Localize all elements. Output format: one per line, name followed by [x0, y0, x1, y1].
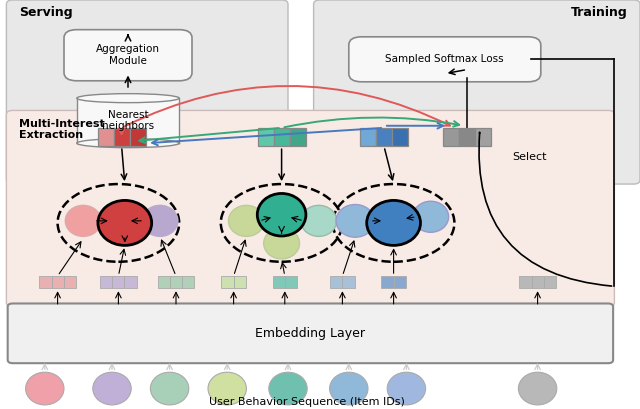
Ellipse shape	[93, 372, 131, 405]
Bar	[330, 276, 342, 288]
Text: Select: Select	[512, 153, 547, 162]
Bar	[273, 276, 285, 288]
Bar	[520, 276, 531, 288]
Bar	[342, 276, 355, 288]
Text: Serving: Serving	[19, 6, 73, 19]
Bar	[460, 128, 476, 146]
Text: Embedding Layer: Embedding Layer	[255, 327, 365, 340]
Bar	[274, 128, 290, 146]
Ellipse shape	[208, 372, 246, 405]
Bar	[130, 128, 146, 146]
Bar	[476, 128, 492, 146]
Bar	[113, 276, 124, 288]
Bar	[170, 276, 182, 288]
Bar	[114, 128, 129, 146]
Bar	[97, 128, 114, 146]
Ellipse shape	[301, 205, 337, 236]
Ellipse shape	[98, 200, 152, 245]
Text: Multi-Interest
Extraction: Multi-Interest Extraction	[19, 119, 105, 140]
FancyBboxPatch shape	[64, 30, 192, 81]
Bar	[257, 128, 274, 146]
Bar	[376, 128, 392, 146]
Bar	[64, 276, 76, 288]
Ellipse shape	[150, 372, 189, 405]
Bar	[234, 276, 246, 288]
Bar	[124, 276, 137, 288]
Ellipse shape	[77, 139, 179, 148]
FancyBboxPatch shape	[349, 37, 541, 82]
Bar	[40, 276, 52, 288]
Ellipse shape	[264, 228, 300, 259]
Bar	[52, 276, 64, 288]
FancyArrowPatch shape	[479, 133, 612, 286]
Bar	[289, 128, 306, 146]
Bar	[221, 276, 234, 288]
Ellipse shape	[228, 205, 264, 236]
Bar	[531, 276, 543, 288]
Ellipse shape	[413, 201, 449, 232]
Text: Sampled Softmax Loss: Sampled Softmax Loss	[385, 54, 504, 64]
Text: Aggregation
Module: Aggregation Module	[96, 45, 160, 66]
FancyBboxPatch shape	[6, 110, 614, 307]
Bar	[100, 276, 113, 288]
Bar	[544, 276, 556, 288]
Bar	[394, 276, 406, 288]
Text: User Behavior Sequence (Item IDs): User Behavior Sequence (Item IDs)	[209, 397, 405, 407]
FancyBboxPatch shape	[8, 303, 613, 363]
Ellipse shape	[518, 372, 557, 405]
Bar	[443, 128, 460, 146]
Bar	[381, 276, 394, 288]
Bar	[392, 128, 408, 146]
Bar	[182, 276, 195, 288]
Ellipse shape	[330, 372, 368, 405]
Bar	[158, 276, 170, 288]
Bar	[77, 98, 179, 143]
Ellipse shape	[257, 193, 306, 236]
Ellipse shape	[336, 204, 374, 237]
Bar	[360, 128, 376, 146]
Ellipse shape	[142, 205, 178, 236]
FancyBboxPatch shape	[314, 0, 640, 184]
Text: Training: Training	[570, 6, 627, 19]
Ellipse shape	[367, 200, 420, 245]
Bar	[285, 276, 297, 288]
Ellipse shape	[387, 372, 426, 405]
Ellipse shape	[269, 372, 307, 405]
FancyBboxPatch shape	[6, 0, 288, 184]
Ellipse shape	[26, 372, 64, 405]
Ellipse shape	[65, 205, 101, 236]
Text: Nearest
neighbors: Nearest neighbors	[102, 110, 154, 131]
Ellipse shape	[77, 94, 179, 103]
